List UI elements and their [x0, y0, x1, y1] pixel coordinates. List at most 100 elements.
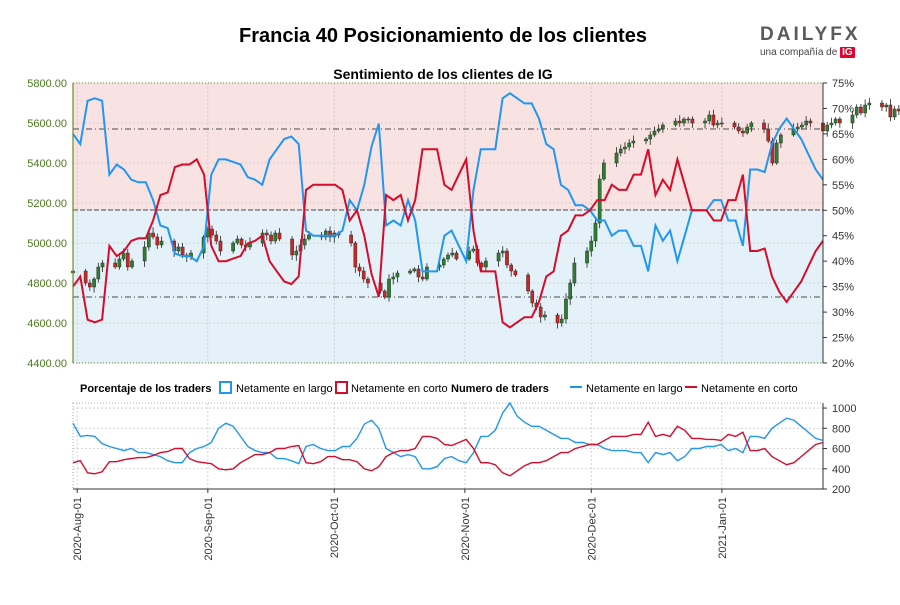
- pct-tick-label: 30%: [832, 307, 854, 319]
- candle-body: [159, 240, 164, 246]
- chart-title: Francia 40 Posicionamiento de los client…: [239, 25, 647, 47]
- candle-body: [239, 238, 244, 246]
- candle-body: [829, 122, 834, 126]
- lower-zone: [73, 210, 823, 363]
- candle-body: [762, 122, 766, 130]
- candle-body: [833, 118, 838, 124]
- x-tick-label: 2020-Sep-01: [203, 497, 215, 561]
- candle-body: [218, 240, 223, 252]
- candle-body: [130, 260, 134, 268]
- price-tick-label: 5600.00: [27, 118, 67, 130]
- candle-body: [888, 104, 893, 118]
- chart-subtitle: Sentimiento de los clientes de IG: [333, 66, 552, 82]
- candle-body: [420, 276, 425, 280]
- pct-tick-label: 75%: [832, 78, 854, 90]
- candle-body: [585, 250, 589, 264]
- candle-body: [850, 114, 855, 124]
- candle-body: [859, 106, 863, 114]
- candle-body: [795, 126, 800, 130]
- candle-body: [155, 236, 160, 246]
- candle-body: [682, 118, 686, 124]
- x-tick-label: 2020-Aug-01: [72, 497, 84, 561]
- candle-body: [593, 222, 598, 242]
- candle-body: [766, 128, 771, 142]
- price-tick-label: 5400.00: [27, 158, 67, 170]
- candle-body: [425, 266, 429, 280]
- brand-tagline: una compañía de IG: [760, 47, 870, 58]
- candle-body: [416, 268, 421, 278]
- candle-body: [265, 232, 269, 236]
- price-tick-label: 4400.00: [27, 358, 67, 370]
- candle-body: [142, 246, 147, 262]
- pct-tick-label: 35%: [832, 282, 854, 294]
- candle-body: [715, 122, 720, 126]
- pct-tick-label: 60%: [832, 154, 854, 166]
- candle-body: [484, 260, 488, 268]
- candle-body: [749, 122, 754, 128]
- candle-body: [454, 252, 459, 260]
- brand-logo: DAILYFX una compañía de IG: [760, 24, 870, 58]
- candle-body: [387, 278, 391, 298]
- candle-body: [395, 272, 400, 278]
- candle-body: [530, 290, 535, 304]
- candle-body: [559, 318, 564, 324]
- candle-body: [711, 114, 716, 126]
- candle-body: [231, 242, 235, 252]
- x-tick-label: 2020-Oct-01: [329, 497, 341, 558]
- candle-body: [408, 270, 412, 274]
- candle-body: [349, 234, 353, 244]
- candle-body: [884, 104, 889, 108]
- candle-body: [589, 240, 594, 252]
- candle-body: [121, 252, 126, 260]
- candle-body: [656, 128, 661, 132]
- x-tick-label: 2020-Dec-01: [586, 497, 598, 561]
- count-short-line: [72, 420, 824, 477]
- upper-zone: [73, 83, 823, 211]
- candle-body: [618, 148, 623, 154]
- candle-body: [720, 122, 724, 125]
- candle-body: [526, 274, 530, 292]
- candle-body: [269, 234, 273, 242]
- candle-body: [703, 120, 707, 124]
- candle-body: [736, 126, 741, 132]
- candle-body: [673, 120, 678, 126]
- candle-body: [631, 140, 636, 144]
- candle-body: [412, 268, 417, 272]
- candle-body: [180, 246, 185, 256]
- candle-body: [92, 278, 96, 288]
- candle-body: [564, 298, 568, 320]
- candle-body: [446, 254, 450, 260]
- candle-body: [648, 134, 653, 140]
- pct-tick-label: 70%: [832, 103, 854, 115]
- candle-body: [897, 108, 900, 112]
- candle-body: [117, 258, 122, 268]
- candle-body: [328, 230, 332, 238]
- candle-body: [555, 314, 560, 324]
- pct-tick-label: 55%: [832, 180, 854, 192]
- pct-tick-label: 45%: [832, 231, 854, 243]
- candle-body: [800, 124, 804, 128]
- candle-body: [661, 124, 665, 130]
- candle-body: [825, 124, 830, 132]
- candle-body: [863, 104, 867, 114]
- candle-body: [357, 266, 362, 272]
- candle-body: [745, 126, 749, 134]
- candle-body: [867, 102, 872, 106]
- candle-body: [652, 130, 657, 136]
- price-tick-label: 4600.00: [27, 318, 67, 330]
- candle-body: [505, 250, 509, 266]
- candle-body: [450, 252, 455, 256]
- candle-body: [686, 118, 690, 121]
- legend-pct-long-swatch: [219, 381, 232, 394]
- pct-tick-label: 50%: [832, 205, 854, 217]
- brand-name-suffix: FX: [830, 24, 861, 45]
- count-long-line: [72, 401, 824, 470]
- legend-num-short-label: Netamente en corto: [701, 383, 798, 395]
- candle-body: [353, 242, 358, 268]
- price-tick-label: 4800.00: [27, 278, 67, 290]
- candle-body: [382, 290, 387, 298]
- candle-body: [88, 282, 92, 288]
- price-tick-label: 5200.00: [27, 198, 67, 210]
- candle-body: [96, 266, 101, 280]
